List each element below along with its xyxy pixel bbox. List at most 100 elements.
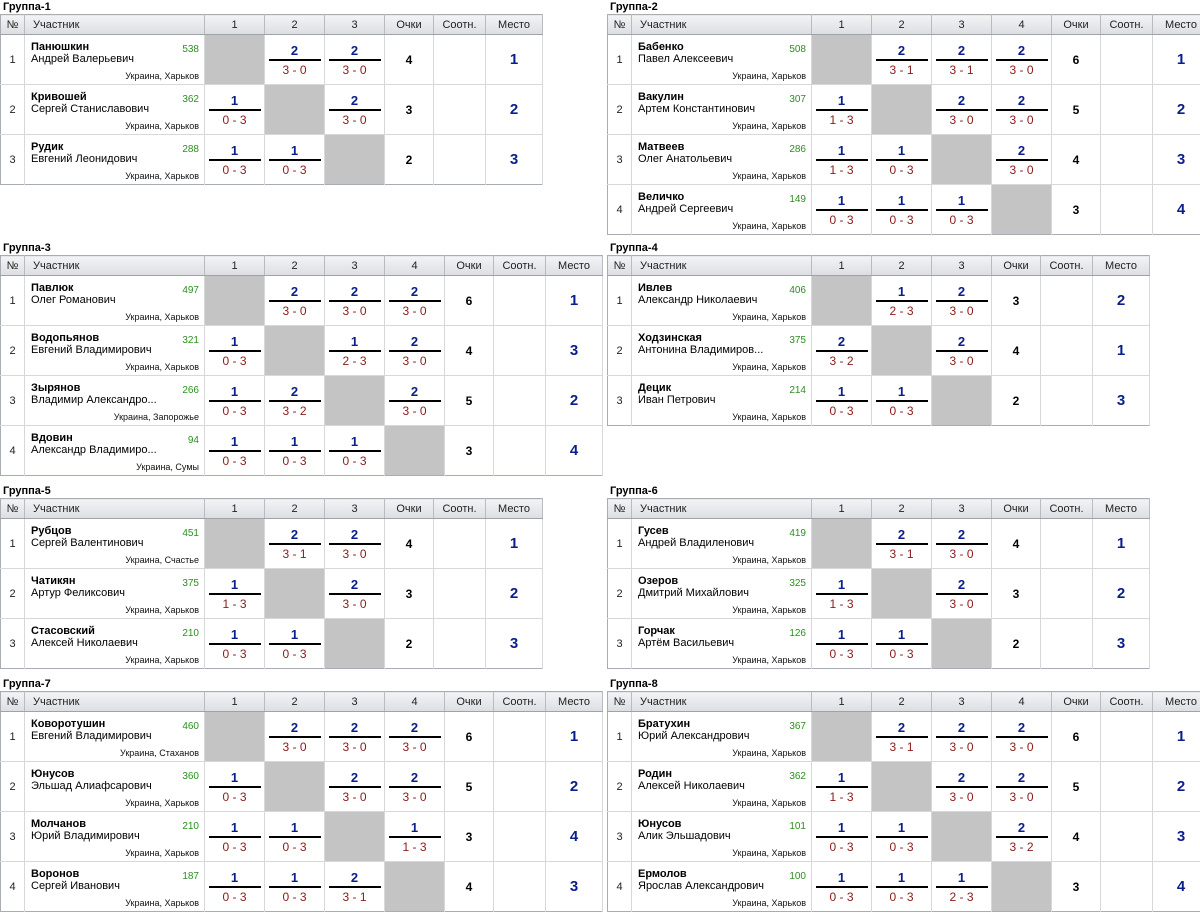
participant-surname[interactable]: Воронов: [31, 868, 80, 880]
header-participant[interactable]: Участник: [631, 255, 812, 276]
match-score-cell[interactable]: 1 1 - 3: [811, 134, 872, 185]
match-score-cell[interactable]: 2 3 - 1: [871, 34, 932, 85]
match-score-cell[interactable]: 2 3 - 0: [931, 761, 992, 812]
match-score-cell[interactable]: 1 0 - 3: [204, 84, 265, 135]
header-opponent-2[interactable]: 2: [264, 14, 325, 35]
header-opponent-3[interactable]: 3: [324, 14, 385, 35]
header-num[interactable]: №: [0, 255, 25, 276]
header-ratio[interactable]: Соотн.: [493, 691, 546, 712]
header-opponent-1[interactable]: 1: [811, 691, 872, 712]
participant-surname[interactable]: Панюшкин: [31, 41, 90, 53]
match-score-cell[interactable]: 2 3 - 0: [931, 711, 992, 762]
participant-surname[interactable]: Стасовский: [31, 625, 95, 637]
participant-cell[interactable]: Родин Алексей Николаевич 362 Украина, Харьк…: [631, 761, 812, 812]
participant-cell[interactable]: Ермолов Ярослав Александрович 100 Украина, …: [631, 861, 812, 912]
participant-cell[interactable]: Кривошей Сергей Станиславович 362 Украина, …: [24, 84, 205, 135]
match-score-cell[interactable]: 2 3 - 0: [264, 711, 325, 762]
match-score-cell[interactable]: 2 3 - 0: [384, 761, 445, 812]
match-score-cell[interactable]: 1 2 - 3: [871, 275, 932, 326]
match-score-cell[interactable]: 1 1 - 3: [811, 568, 872, 619]
participant-surname[interactable]: Коворотушин: [31, 718, 106, 730]
match-score-cell[interactable]: 2 3 - 1: [264, 518, 325, 569]
match-score-cell[interactable]: 2 3 - 0: [324, 711, 385, 762]
header-opponent-2[interactable]: 2: [264, 691, 325, 712]
header-opponent-1[interactable]: 1: [204, 255, 265, 276]
participant-surname[interactable]: Чатикян: [31, 575, 76, 587]
participant-surname[interactable]: Рубцов: [31, 525, 72, 537]
header-num[interactable]: №: [0, 498, 25, 519]
participant-surname[interactable]: Павлюк: [31, 282, 74, 294]
match-score-cell[interactable]: 2 3 - 0: [931, 568, 992, 619]
participant-surname[interactable]: Вакулин: [638, 91, 684, 103]
match-score-cell[interactable]: 2 3 - 2: [811, 325, 872, 376]
match-score-cell[interactable]: 1 0 - 3: [204, 811, 265, 862]
participant-cell[interactable]: Рудик Евгений Леонидович 288 Украина, Харьк…: [24, 134, 205, 185]
participant-surname[interactable]: Рудик: [31, 141, 64, 153]
header-opponent-1[interactable]: 1: [811, 255, 872, 276]
header-points[interactable]: Очки: [444, 255, 494, 276]
participant-cell[interactable]: Юнусов Алик Эльшадович 101 Украина, Харьков: [631, 811, 812, 862]
participant-cell[interactable]: Ходзинская Антонина Владимиров... 375 Украи…: [631, 325, 812, 376]
match-score-cell[interactable]: 2 3 - 2: [991, 811, 1052, 862]
header-ratio[interactable]: Соотн.: [433, 14, 486, 35]
participant-cell[interactable]: Водопьянов Евгений Владимирович 321 Украина…: [24, 325, 205, 376]
match-score-cell[interactable]: 2 3 - 0: [991, 711, 1052, 762]
header-ratio[interactable]: Соотн.: [1040, 498, 1093, 519]
participant-cell[interactable]: Рубцов Сергей Валентинович 451 Украина, Сча…: [24, 518, 205, 569]
header-participant[interactable]: Участник: [631, 14, 812, 35]
participant-surname[interactable]: Гусев: [638, 525, 669, 537]
match-score-cell[interactable]: 1 0 - 3: [264, 861, 325, 912]
match-score-cell[interactable]: 2 3 - 0: [931, 84, 992, 135]
participant-cell[interactable]: Гусев Андрей Владиленович 419 Украина, Харь…: [631, 518, 812, 569]
match-score-cell[interactable]: 2 3 - 0: [384, 711, 445, 762]
match-score-cell[interactable]: 1 1 - 3: [811, 84, 872, 135]
match-score-cell[interactable]: 2 3 - 0: [324, 275, 385, 326]
header-opponent-4[interactable]: 4: [384, 691, 445, 712]
header-place[interactable]: Место: [545, 691, 603, 712]
header-opponent-4[interactable]: 4: [991, 691, 1052, 712]
match-score-cell[interactable]: 1 0 - 3: [811, 184, 872, 235]
participant-surname[interactable]: Кривошей: [31, 91, 87, 103]
participant-cell[interactable]: Ивлев Александр Николаевич 406 Украина, Хар…: [631, 275, 812, 326]
header-ratio[interactable]: Соотн.: [1100, 14, 1153, 35]
participant-cell[interactable]: Стасовский Алексей Николаевич 210 Украина, …: [24, 618, 205, 669]
header-opponent-1[interactable]: 1: [204, 691, 265, 712]
participant-surname[interactable]: Ходзинская: [638, 332, 702, 344]
header-num[interactable]: №: [607, 498, 632, 519]
header-opponent-4[interactable]: 4: [384, 255, 445, 276]
participant-surname[interactable]: Бабенко: [638, 41, 684, 53]
participant-surname[interactable]: Родин: [638, 768, 673, 780]
match-score-cell[interactable]: 2 3 - 0: [931, 275, 992, 326]
match-score-cell[interactable]: 1 0 - 3: [264, 425, 325, 476]
match-score-cell[interactable]: 1 0 - 3: [871, 184, 932, 235]
header-opponent-2[interactable]: 2: [871, 691, 932, 712]
participant-cell[interactable]: Горчак Артём Васильевич 126 Украина, Харько…: [631, 618, 812, 669]
participant-cell[interactable]: Вдовин Александр Владимиро... 94 Украина, С…: [24, 425, 205, 476]
header-points[interactable]: Очки: [1051, 14, 1101, 35]
match-score-cell[interactable]: 2 3 - 1: [871, 518, 932, 569]
participant-surname[interactable]: Децик: [638, 382, 672, 394]
participant-cell[interactable]: Зырянов Владимир Александро... 266 Украина,…: [24, 375, 205, 426]
header-opponent-3[interactable]: 3: [931, 691, 992, 712]
header-participant[interactable]: Участник: [24, 498, 205, 519]
match-score-cell[interactable]: 2 3 - 0: [384, 375, 445, 426]
match-score-cell[interactable]: 1 0 - 3: [811, 618, 872, 669]
match-score-cell[interactable]: 2 3 - 0: [931, 518, 992, 569]
match-score-cell[interactable]: 1 0 - 3: [931, 184, 992, 235]
match-score-cell[interactable]: 2 3 - 0: [384, 325, 445, 376]
header-opponent-3[interactable]: 3: [324, 691, 385, 712]
participant-cell[interactable]: Озеров Дмитрий Михайлович 325 Украина, Харь…: [631, 568, 812, 619]
header-place[interactable]: Место: [1152, 14, 1200, 35]
match-score-cell[interactable]: 2 3 - 0: [991, 84, 1052, 135]
header-place[interactable]: Место: [1092, 498, 1150, 519]
header-num[interactable]: №: [607, 14, 632, 35]
header-ratio[interactable]: Соотн.: [1100, 691, 1153, 712]
participant-cell[interactable]: Молчанов Юрий Владимирович 210 Украина, Хар…: [24, 811, 205, 862]
header-points[interactable]: Очки: [1051, 691, 1101, 712]
match-score-cell[interactable]: 1 0 - 3: [264, 134, 325, 185]
header-ratio[interactable]: Соотн.: [1040, 255, 1093, 276]
match-score-cell[interactable]: 1 0 - 3: [204, 425, 265, 476]
match-score-cell[interactable]: 2 3 - 1: [871, 711, 932, 762]
header-participant[interactable]: Участник: [631, 691, 812, 712]
match-score-cell[interactable]: 1 0 - 3: [811, 811, 872, 862]
